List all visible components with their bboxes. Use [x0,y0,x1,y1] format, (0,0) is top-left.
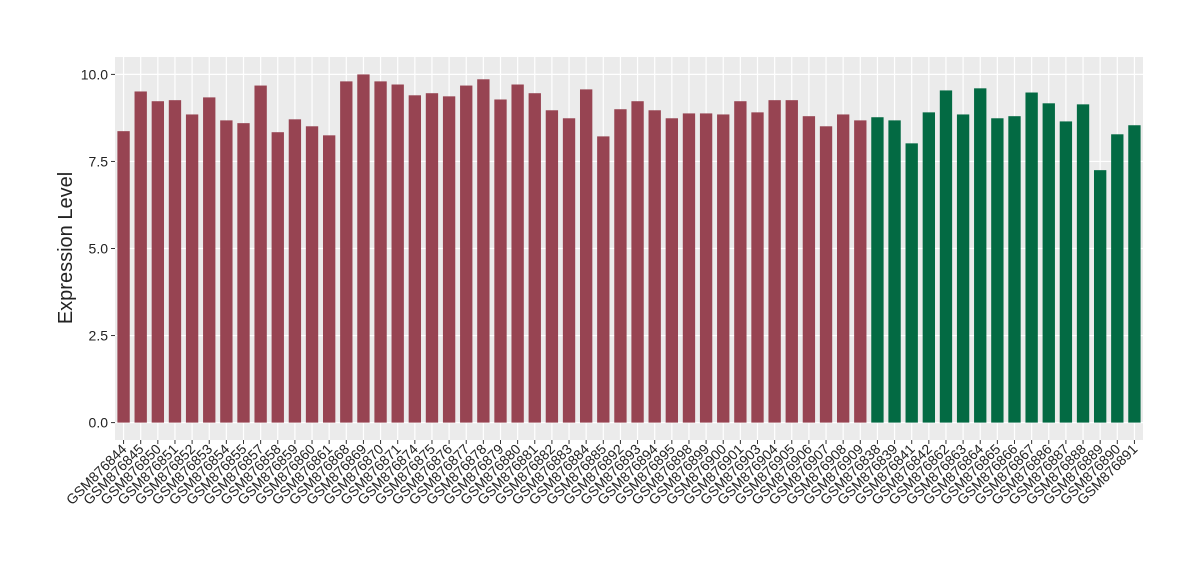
y-axis-label: Expression Level [55,172,77,324]
bar [528,93,541,423]
bar [1059,121,1073,423]
bar [751,112,764,423]
bar [956,114,970,423]
bar [168,100,182,423]
bar [134,91,147,423]
bar [305,126,319,423]
bar [545,110,559,423]
bar [117,131,130,423]
bar [597,136,610,423]
bar [151,101,165,423]
bar [717,114,730,423]
y-tick-label: 2.5 [89,328,109,344]
bar [682,113,696,423]
bar [631,101,644,423]
bar [648,110,661,423]
bar [408,95,422,423]
bar [220,120,233,423]
bar [614,109,627,423]
bar [802,116,816,423]
bar [254,85,267,423]
bar [785,100,798,423]
bar [871,117,884,423]
bar [511,84,524,423]
bar [1008,116,1021,423]
bar [425,93,439,423]
bar [460,85,473,423]
y-tick-label: 7.5 [89,153,109,169]
bar [271,132,284,423]
bar [819,126,833,423]
bar [888,120,901,423]
bar [374,81,387,423]
y-tick-label: 10.0 [81,66,108,82]
bar [1128,125,1141,423]
y-tick-label: 5.0 [89,241,109,257]
bar [922,112,936,423]
bar [1076,104,1090,423]
bar [391,84,404,423]
bar [203,97,216,423]
bar [1042,103,1055,423]
bar [768,100,781,423]
bar [1093,170,1107,423]
bar [854,120,867,423]
bar [340,81,353,423]
bar [974,88,987,423]
bar [185,114,199,423]
bar [357,74,370,423]
bar [562,118,576,423]
bar [494,99,507,423]
bar [699,113,713,423]
y-tick-label: 0.0 [89,415,109,431]
bar [477,79,490,423]
bar [991,118,1004,423]
bar [1111,134,1124,423]
bar [905,143,918,423]
bar [237,123,250,423]
bar [1025,92,1038,423]
bar [288,119,302,423]
bar [442,96,456,423]
bar [836,114,850,423]
bar [665,118,679,423]
bar [322,135,336,423]
bar [734,101,747,423]
bar [579,89,593,423]
bar [939,90,953,423]
